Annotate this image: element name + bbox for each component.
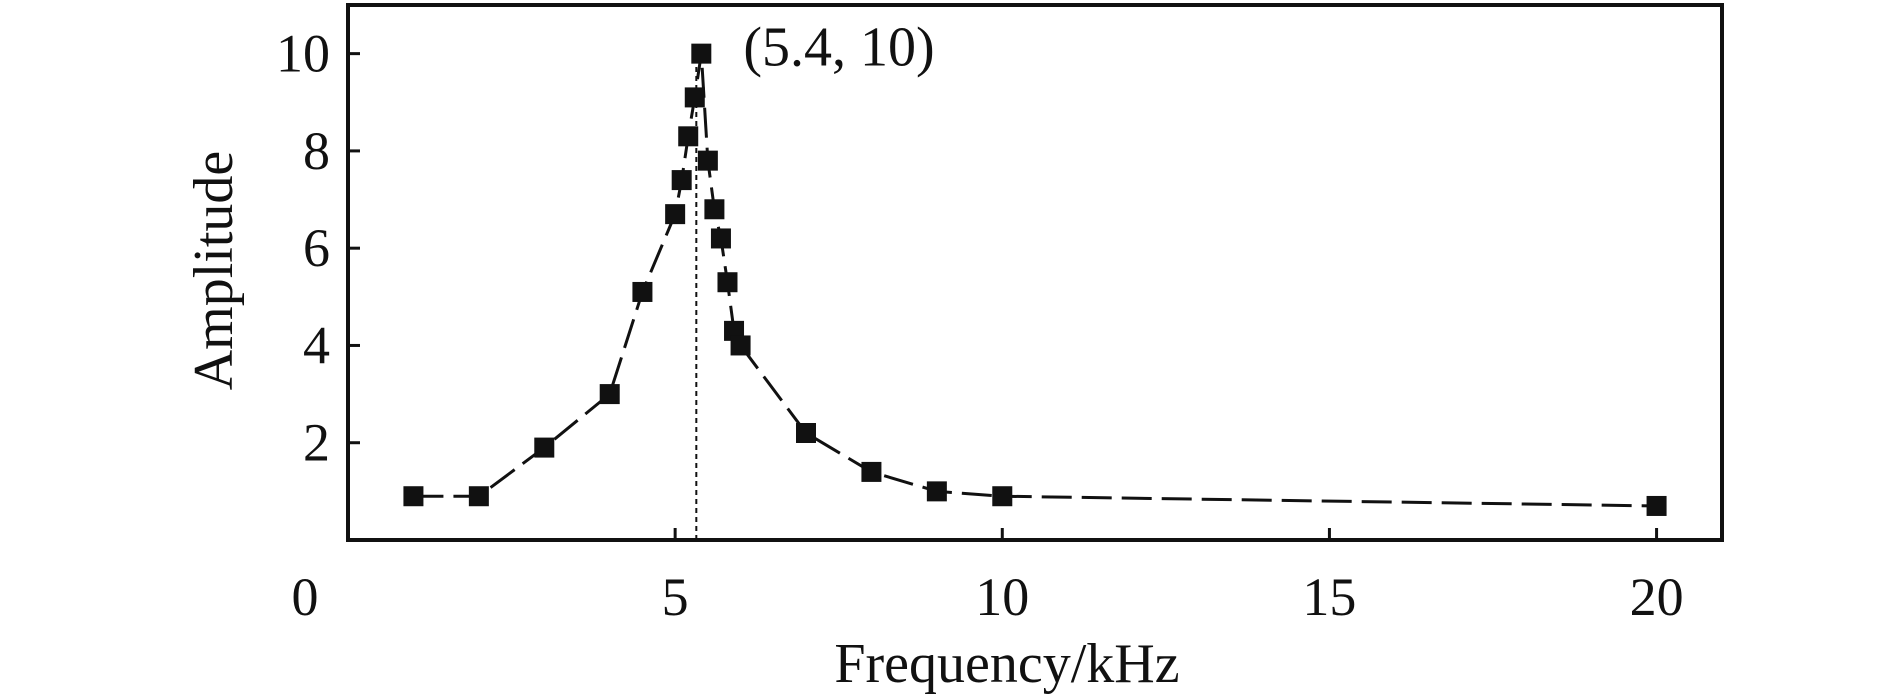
data-point-marker (632, 281, 653, 302)
axis-ticks (348, 52, 1659, 540)
data-point-marker (1646, 495, 1667, 516)
y-tick-label: 2 (303, 413, 330, 473)
data-point-marker (710, 228, 731, 249)
data-point-marker (730, 335, 751, 356)
data-point-marker (534, 437, 555, 458)
x-tick-label: 5 (662, 567, 689, 627)
tick-labels: 5 10 15 20 2 4 6 8 10 (276, 24, 1684, 627)
x-tick-label: 15 (1302, 567, 1356, 627)
data-point-marker (992, 486, 1013, 507)
peak-annotation: (5.4, 10) (743, 17, 934, 79)
y-tick-label: 10 (276, 24, 330, 84)
plot-content (403, 43, 1667, 540)
data-point-marker (796, 423, 816, 443)
data-point-marker (691, 43, 712, 64)
data-point-marker (671, 170, 692, 191)
data-point-marker (861, 461, 882, 482)
y-axis-title: Amplitude (183, 151, 245, 391)
data-point-marker (468, 486, 489, 507)
data-point-marker (717, 272, 738, 293)
origin-label: 0 (292, 567, 319, 627)
data-point-marker (704, 199, 725, 220)
series-line (413, 52, 1657, 508)
x-tick-label: 10 (975, 567, 1029, 627)
y-tick-label: 4 (303, 315, 330, 375)
data-point-marker (697, 150, 718, 171)
y-tick-label: 8 (303, 121, 330, 181)
y-tick-label: 6 (303, 218, 330, 278)
data-point-marker (926, 481, 947, 502)
data-point-marker (665, 204, 686, 225)
plot-frame (346, 3, 1724, 542)
x-axis-title: Frequency/kHz (834, 633, 1179, 695)
data-point-marker (599, 384, 620, 405)
x-tick-label: 20 (1630, 567, 1684, 627)
data-point-marker (678, 126, 699, 147)
data-point-marker (403, 486, 424, 507)
data-point-marker (684, 87, 705, 108)
